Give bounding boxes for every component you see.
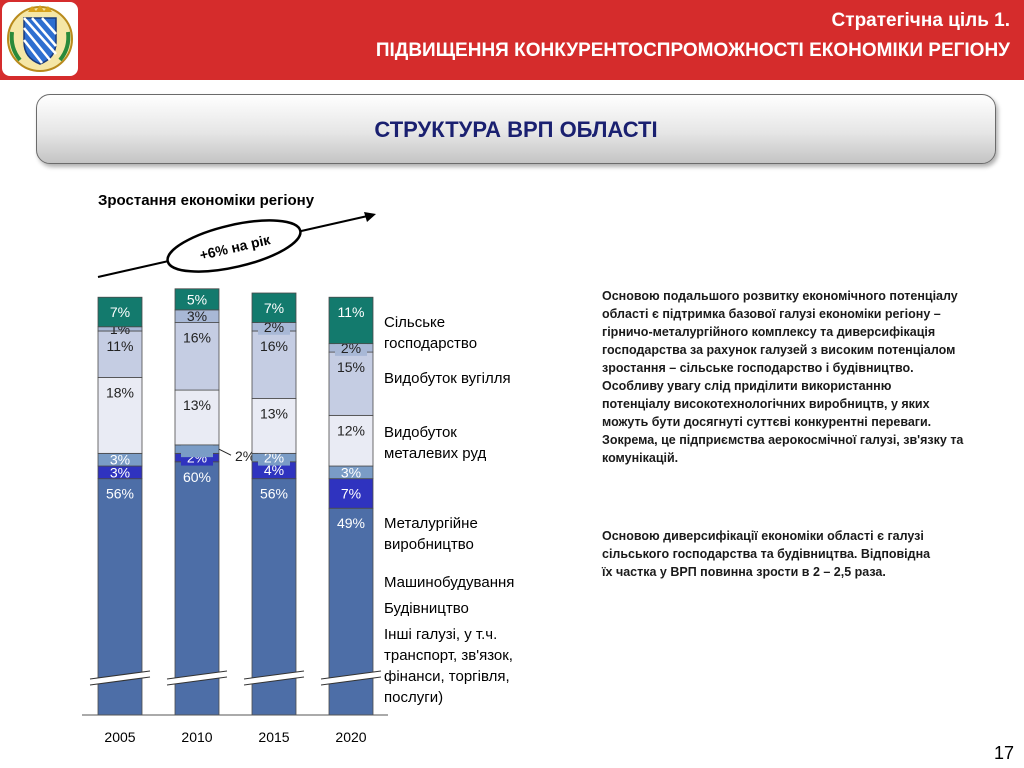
legend-label: транспорт, зв'язок,: [384, 647, 513, 664]
bar-segment: [97, 376, 143, 454]
data-label: 7%: [264, 300, 284, 316]
paragraph-1-line: Основою подальшого розвитку економічного…: [602, 289, 958, 303]
bar-segment: [328, 478, 374, 509]
legend-label: послуги): [384, 689, 443, 706]
paragraph-1: Основою подальшого розвитку економічного…: [602, 287, 963, 467]
chart-title: Зростання економіки регіону: [98, 192, 315, 209]
data-label: 3%: [110, 464, 130, 480]
legend-label: Видобуток: [384, 424, 457, 441]
data-label: 3%: [341, 464, 361, 480]
header-title: ПІДВИЩЕННЯ КОНКУРЕНТОСПРОМОЖНОСТІ ЕКОНОМ…: [375, 40, 1010, 61]
data-label: 2%: [235, 448, 255, 464]
data-label: 4%: [264, 462, 284, 478]
bar-segment: [97, 296, 143, 328]
paragraph-1-line: зростання – сільське господарство і буді…: [602, 361, 914, 375]
header-subtitle: Стратегічна ціль 1.: [831, 10, 1010, 31]
axis-break-mark: [89, 671, 151, 685]
section-banner: СТРУКТУРА ВРП ОБЛАСТІ: [36, 94, 996, 164]
header-bar: Стратегічна ціль 1. ПІДВИЩЕННЯ КОНКУРЕНТ…: [0, 0, 1024, 80]
bar-segment: [328, 351, 374, 416]
data-label: 5%: [187, 291, 207, 307]
x-tick-label: 2015: [258, 729, 289, 745]
bar-segment: [174, 389, 220, 446]
bar-segment: [251, 330, 297, 399]
axis-break-mark: [166, 676, 228, 686]
data-label: 49%: [337, 515, 365, 531]
data-label: 3%: [110, 452, 130, 468]
data-label: 18%: [106, 384, 134, 400]
legend-label: господарство: [384, 335, 477, 352]
axis-break-mark: [243, 676, 305, 686]
data-label: 13%: [183, 397, 211, 413]
legend-label: Будівництво: [384, 600, 469, 617]
coat-of-arms-logo: [2, 2, 78, 76]
axis-break-mark: [166, 671, 228, 685]
bar-segment: [328, 296, 374, 345]
paragraph-1-line: Особливу увагу слід приділити використан…: [602, 379, 892, 393]
data-label: 3%: [187, 308, 207, 324]
growth-ellipse: [166, 219, 302, 273]
data-label: 60%: [183, 469, 211, 485]
data-label: 13%: [260, 406, 288, 422]
paragraph-2-line: Основою диверсифікації економіки області…: [602, 529, 924, 543]
data-label: 11%: [338, 304, 365, 320]
x-tick-label: 2010: [181, 729, 212, 745]
paragraph-1-line: потенціалу високотехнологічних виробницт…: [602, 397, 930, 411]
paragraph-1-line: господарства за рахунок галузей з високи…: [602, 343, 956, 357]
paragraph-1-line: Зокрема, це підприємства аерокосмічної г…: [602, 433, 964, 447]
legend-label: фінанси, торгівля,: [384, 668, 510, 685]
axis-break-mark: [320, 671, 382, 685]
legend-label: Сільське: [384, 314, 445, 331]
axis-break-mark: [166, 670, 228, 680]
legend-label: Інші галузі, у т.ч.: [384, 626, 497, 643]
growth-arrowhead: [364, 212, 376, 222]
bar-segment: [251, 292, 297, 323]
axis-break-mark: [320, 676, 382, 686]
paragraph-1-line: комунікацій.: [602, 451, 679, 465]
axis-break-mark: [89, 676, 151, 686]
page-number: 17: [993, 743, 1014, 763]
data-label: 15%: [337, 359, 365, 375]
data-label: 12%: [337, 422, 365, 438]
data-label-leader: [218, 448, 232, 456]
legend-label: металевих руд: [384, 445, 486, 462]
paragraph-1-line: області є підтримка базової галузі еконо…: [602, 307, 941, 321]
paragraph-1-line: гірничо-металургійного комплексу та диве…: [602, 325, 936, 339]
axis-break-mark: [320, 670, 382, 680]
bar-segment: [174, 288, 220, 311]
bar-segment: [97, 330, 143, 378]
axis-break-mark: [243, 671, 305, 685]
bar-segment: [174, 322, 220, 391]
data-label: 56%: [106, 486, 134, 502]
data-label: 16%: [260, 338, 288, 354]
x-tick-label: 2005: [104, 729, 135, 745]
data-label: 7%: [110, 304, 130, 320]
bar-segment: [328, 414, 374, 467]
section-title: СТРУКТУРА ВРП ОБЛАСТІ: [374, 117, 658, 142]
data-label: 56%: [260, 486, 288, 502]
legend-label: Машинобудування: [384, 574, 514, 591]
paragraph-2: Основою диверсифікації економіки області…: [602, 527, 930, 581]
grp-structure-chart: 56% 3% 3% 18% 11% 1% 7% 2005 60% 2% 2% 13% 16% 3% 5% 20…: [60, 185, 580, 765]
legend-label: Видобуток вугілля: [384, 370, 511, 387]
bar-segment: [328, 507, 374, 716]
legend-label: виробництво: [384, 536, 474, 553]
data-label: 16%: [183, 330, 211, 346]
x-tick-label: 2020: [335, 729, 366, 745]
legend-label: Металургійне: [384, 515, 478, 532]
paragraph-2-line: сільського господарства та будівництва. …: [602, 547, 931, 561]
paragraph-2-line: їх частка у ВРП повинна зрости в 2 – 2,5…: [602, 565, 886, 579]
axis-break-mark: [243, 670, 305, 680]
axis-break-mark: [89, 670, 151, 680]
paragraph-1-line: можуть бути досягнуті суттєві конкурентн…: [602, 415, 932, 429]
data-label: 11%: [107, 338, 134, 354]
data-label: 7%: [341, 486, 361, 502]
